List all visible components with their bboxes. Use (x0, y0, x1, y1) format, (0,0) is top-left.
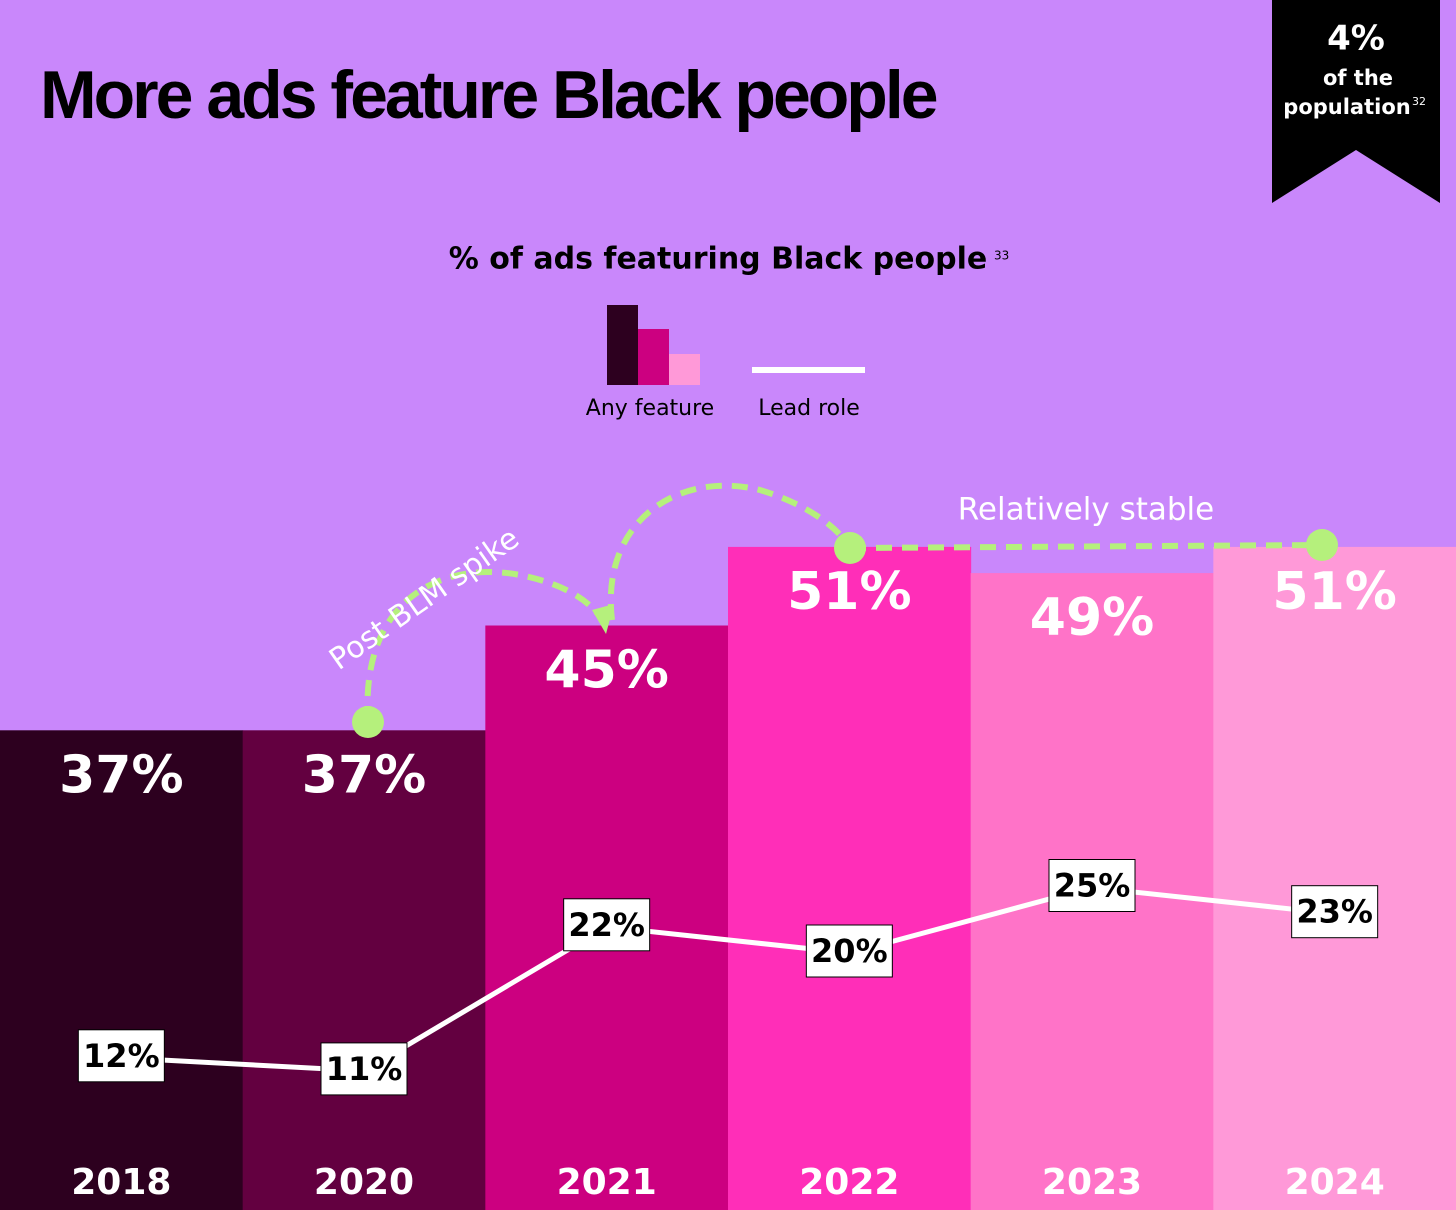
legend-swatch (638, 329, 669, 385)
x-tick-label: 2021 (557, 1162, 657, 1203)
arrow-head (592, 604, 614, 634)
bars: 37% 2018 37% 2020 45% 2021 51% 2022 49% 2023 51% 20… (0, 546, 1456, 1210)
point-label-box (1291, 885, 1379, 939)
x-tick-label: 2023 (1042, 1162, 1142, 1203)
x-tick-label: 2020 (314, 1162, 414, 1203)
bar (242, 730, 486, 1210)
bar-label: 51% (787, 562, 911, 622)
bar-label: 37% (59, 745, 183, 805)
bar (0, 730, 244, 1210)
bar-label: 51% (1272, 562, 1396, 622)
arrow (607, 482, 853, 621)
point-label: 20% (811, 932, 888, 970)
point-label-box (563, 898, 651, 952)
bar (728, 546, 972, 1210)
legend-swatch (607, 305, 638, 385)
arrow (364, 569, 608, 723)
annotation: Relatively stable (958, 492, 1215, 528)
legend: Any feature Lead role (586, 305, 865, 421)
x-tick-label: 2024 (1285, 1162, 1385, 1203)
legend-swatch (669, 354, 700, 385)
point-label: 25% (1054, 867, 1131, 905)
badge-note: 32 (1412, 95, 1426, 108)
badge-figure: 4% (1327, 19, 1385, 59)
point-label: 23% (1296, 893, 1373, 931)
chart-title: % of ads featuring Black people (449, 242, 987, 277)
legend-label: Any feature (586, 396, 714, 421)
point-label-box (1048, 859, 1136, 912)
badge-text: population (1283, 95, 1410, 119)
badge (1272, 0, 1440, 203)
annotation-arrows (364, 482, 1323, 723)
point-label-box (805, 924, 893, 978)
point-label-box (320, 1042, 408, 1096)
arrow (849, 542, 1323, 551)
legend-label: Lead role (758, 396, 860, 421)
chart-title-note: 33 (994, 249, 1009, 263)
x-tick-label: 2022 (799, 1162, 899, 1203)
lead-role-line: 12% 11% 22% 20% 25% 23% (77, 859, 1379, 1096)
x-tick-label: 2018 (71, 1162, 171, 1203)
point-label-box (77, 1029, 165, 1083)
bar-label: 45% (544, 641, 668, 701)
point-label: 12% (83, 1037, 160, 1075)
badge-text: of the (1323, 66, 1393, 90)
page-title: More ads feature Black people (40, 57, 937, 133)
bar (1213, 546, 1456, 1210)
bar-label: 49% (1030, 588, 1154, 648)
point-label: 11% (326, 1050, 403, 1088)
dot (1306, 529, 1338, 561)
dot (352, 706, 384, 738)
point-label: 22% (568, 906, 645, 944)
bar-label: 37% (302, 745, 426, 805)
dot (834, 532, 866, 564)
